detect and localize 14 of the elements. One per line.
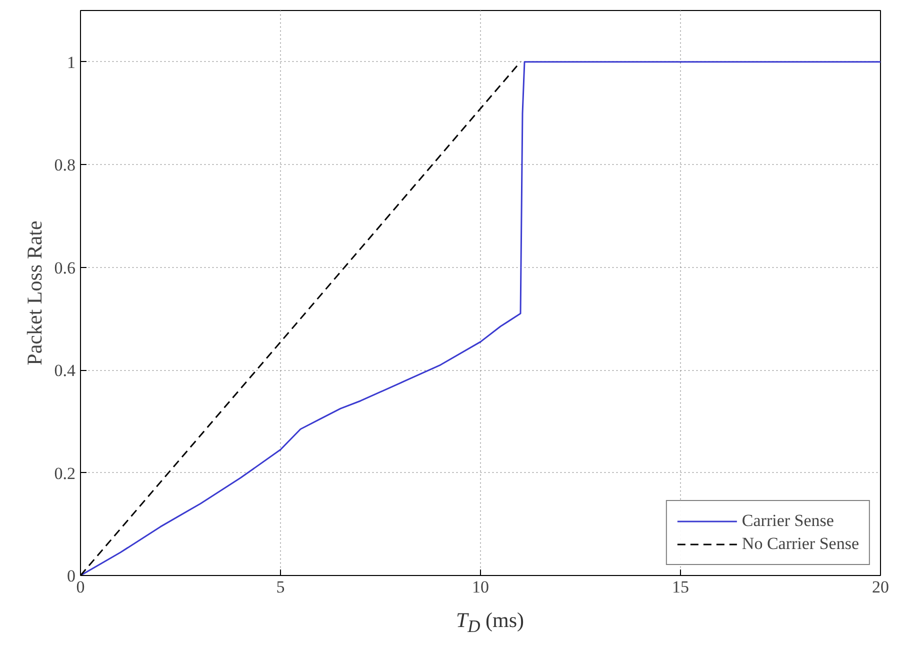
legend-label: No Carrier Sense — [742, 534, 859, 554]
y-axis-title: Packet Loss Rate — [22, 220, 46, 366]
x-tick-label: 15 — [672, 578, 689, 596]
x-tick-label: 10 — [472, 578, 489, 596]
x-tick-label: 5 — [276, 578, 285, 596]
y-tick-label: 1 — [67, 52, 76, 72]
x-axis-title: T$_{D}$ (ms) — [456, 608, 524, 636]
y-tick-label: 0.2 — [54, 464, 76, 483]
y-tick-label: 0.8 — [54, 156, 76, 175]
y-tick-label: 0.4 — [54, 361, 76, 380]
legend-label: Carrier Sense — [742, 511, 834, 531]
x-tick-label: 20 — [872, 578, 889, 596]
y-tick-label: 0.6 — [54, 258, 76, 278]
line-series — [80, 61, 880, 576]
